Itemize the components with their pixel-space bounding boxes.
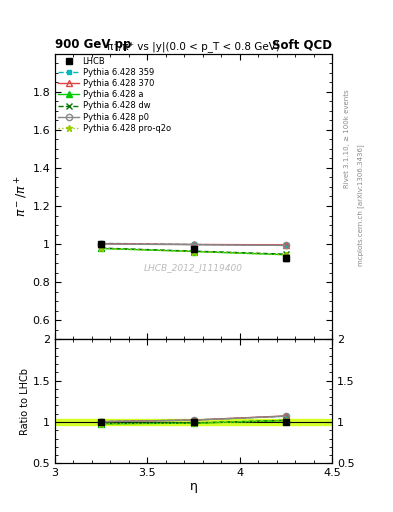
Legend: LHCB, Pythia 6.428 359, Pythia 6.428 370, Pythia 6.428 a, Pythia 6.428 dw, Pythi: LHCB, Pythia 6.428 359, Pythia 6.428 370… — [57, 55, 172, 134]
Y-axis label: $\pi^-/\pi^+$: $\pi^-/\pi^+$ — [13, 176, 29, 217]
Text: Rivet 3.1.10, ≥ 100k events: Rivet 3.1.10, ≥ 100k events — [344, 89, 350, 187]
X-axis label: η: η — [189, 480, 198, 493]
Y-axis label: Ratio to LHCb: Ratio to LHCb — [20, 368, 30, 435]
Text: mcplots.cern.ch [arXiv:1306.3436]: mcplots.cern.ch [arXiv:1306.3436] — [358, 144, 364, 266]
Text: 900 GeV pp: 900 GeV pp — [55, 38, 131, 51]
Text: Soft QCD: Soft QCD — [272, 38, 332, 51]
Title: π⁻/π⁺ vs |y|(0.0 < p_T < 0.8 GeV): π⁻/π⁺ vs |y|(0.0 < p_T < 0.8 GeV) — [107, 41, 280, 53]
Text: LHCB_2012_I1119400: LHCB_2012_I1119400 — [144, 263, 243, 272]
